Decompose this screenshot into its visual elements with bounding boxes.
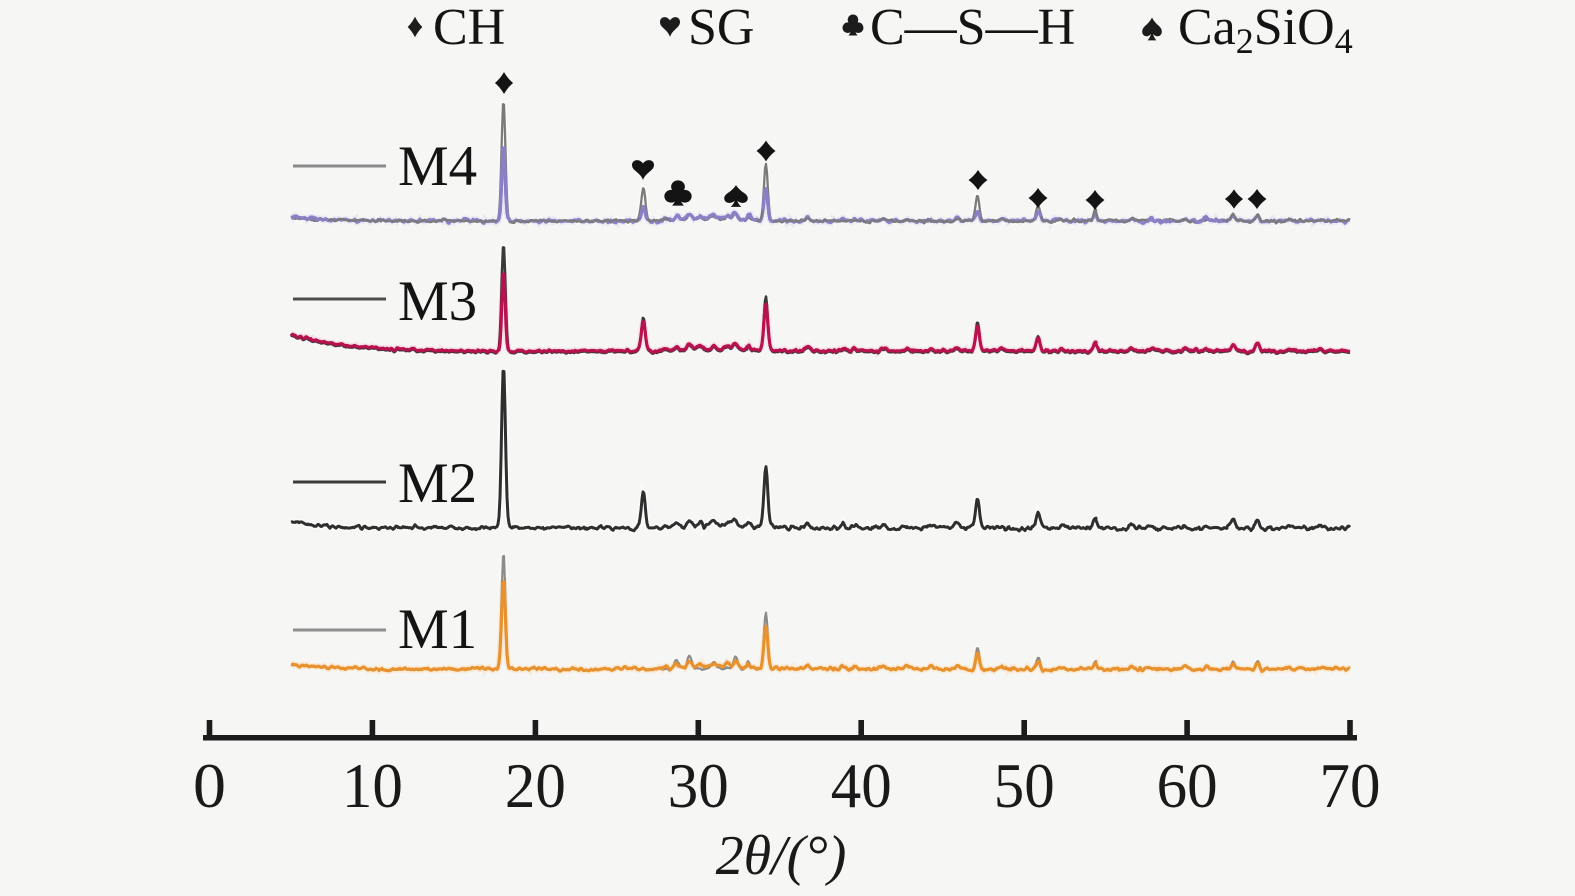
svg-text:10: 10	[342, 750, 403, 821]
svg-text:30: 30	[668, 750, 729, 821]
svg-text:M4: M4	[398, 135, 477, 198]
svg-text:0: 0	[193, 750, 226, 821]
svg-text:M1: M1	[398, 598, 477, 661]
svg-text:60: 60	[1157, 750, 1218, 821]
svg-text:M2: M2	[398, 452, 477, 515]
svg-text:Ca2SiO4: Ca2SiO4	[1178, 0, 1353, 61]
svg-text:CH: CH	[433, 0, 505, 56]
svg-text:50: 50	[994, 750, 1055, 821]
svg-text:SG: SG	[688, 0, 754, 56]
svg-text:20: 20	[505, 750, 566, 821]
svg-text:2θ/(°): 2θ/(°)	[716, 825, 847, 887]
svg-text:40: 40	[831, 750, 892, 821]
svg-text:C—S—H: C—S—H	[870, 0, 1075, 56]
svg-text:M3: M3	[398, 270, 477, 333]
svg-text:70: 70	[1320, 750, 1381, 821]
